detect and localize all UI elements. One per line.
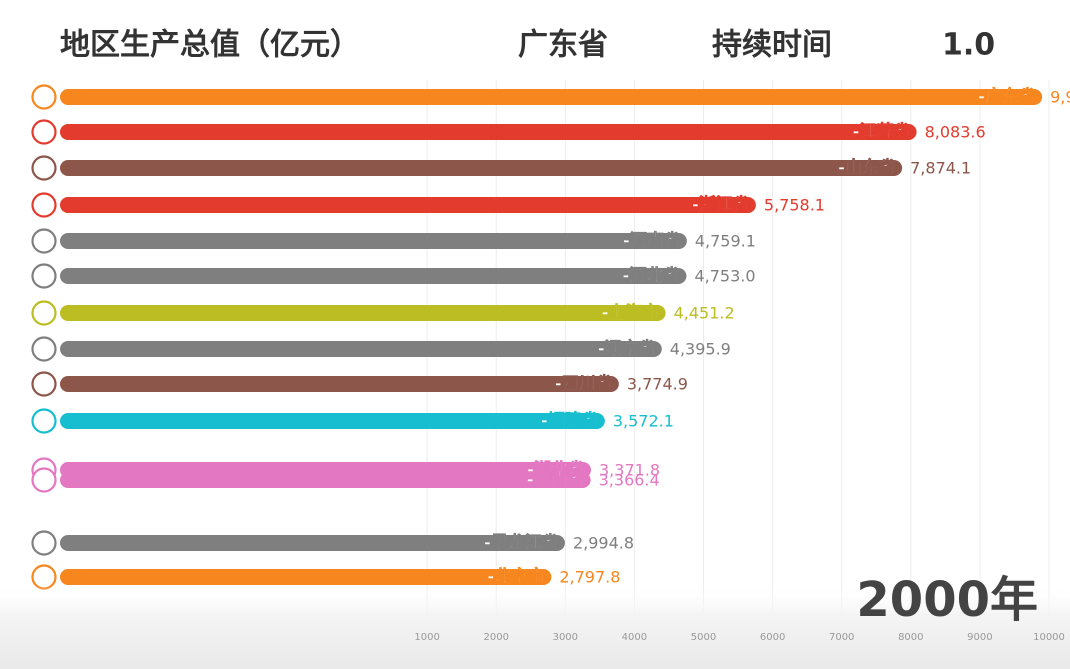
x-tick-label: 8000 (898, 632, 923, 643)
x-tick-label: 7000 (829, 632, 854, 643)
value-label: 3,371.8 (599, 461, 660, 480)
bar-marker (31, 155, 57, 181)
bar-marker (31, 467, 57, 493)
bar-row: -上海市 4,451.2 (31, 300, 735, 326)
value-label: 2,994.8 (573, 534, 634, 553)
value-label: 4,753.0 (694, 267, 755, 286)
category-label: -广东省 (978, 86, 1036, 107)
bar (60, 197, 756, 213)
bar (60, 233, 687, 249)
category-label: -辽宁省 (598, 338, 656, 359)
value-label: 4,395.9 (670, 340, 731, 359)
category-label: -河南省 (623, 230, 681, 251)
bar-row: -辽宁省 4,395.9 (31, 336, 731, 362)
category-label: -黑龙江省 (484, 532, 559, 553)
category-label: -上海市 (602, 302, 660, 323)
bar-row: -江苏省 8,083.6 (31, 119, 986, 145)
bar-row: -山东省 7,874.1 (31, 155, 971, 181)
value-label: 7,874.1 (910, 159, 971, 178)
x-tick-label: 4000 (622, 632, 647, 643)
value-label: 9,9 (1050, 88, 1070, 107)
category-label: -福建省 (541, 410, 599, 431)
region-label: 广东省 (518, 28, 608, 63)
x-tick-label: 3000 (553, 632, 578, 643)
x-tick-label: 1000 (414, 632, 439, 643)
value-label: 3,366.4 (599, 471, 660, 490)
bar (60, 160, 903, 176)
bar-row: -广东省 9,9 (31, 84, 1070, 110)
value-label: 4,451.2 (674, 304, 735, 323)
bar (60, 472, 591, 488)
bar-row: -河南省 4,759.1 (31, 228, 756, 254)
value-label: 3,572.1 (613, 412, 674, 431)
bar-marker (31, 228, 57, 254)
bar-marker (31, 84, 57, 110)
year-label: 2000年 (856, 572, 1038, 628)
x-tick-label: 2000 (483, 632, 508, 643)
bar (60, 268, 687, 284)
x-tick-label: 9000 (967, 632, 992, 643)
bar-marker (31, 408, 57, 434)
value-label: 2,797.8 (559, 568, 620, 587)
bar-row: -北京市 2,797.8 (31, 564, 620, 590)
value-label: 3,774.9 (627, 375, 688, 394)
category-label: -山东省 (838, 157, 896, 178)
x-axis: 1000 2000 3000 4000 5000 6000 7000 8000 9000 1000… (414, 632, 1065, 643)
x-tick-label: 6000 (760, 632, 785, 643)
bar (60, 89, 1043, 105)
value-label: 4,759.1 (695, 232, 756, 251)
bar (60, 376, 619, 392)
bar-marker (31, 530, 57, 556)
category-label: -浙江省 (692, 194, 750, 215)
bar-row: -浙江省 5,758.1 (31, 192, 825, 218)
chart-title: 地区生产总值（亿元） (60, 28, 360, 63)
duration-value: 1.0 (942, 28, 995, 63)
value-label: 8,083.6 (925, 123, 986, 142)
bar-row: -黑龙江省 2,994.8 (31, 530, 634, 556)
bar-marker (31, 263, 57, 289)
bar (60, 569, 552, 585)
bar-marker (31, 119, 57, 145)
bar (60, 305, 666, 321)
bar-row: -福建省 3,572.1 (31, 408, 674, 434)
category-label: -江苏省 (853, 121, 911, 142)
x-tick-label: 10000 (1033, 632, 1065, 643)
x-tick-label: 5000 (691, 632, 716, 643)
duration-label: 持续时间 (712, 28, 832, 63)
bar-marker (31, 336, 57, 362)
bars: -广东省 9,9 -江苏省 8,083.6 -山东省 7,874.1 -浙江省 5,758.1… (31, 84, 1070, 590)
bar (60, 535, 565, 551)
bottom-fade (0, 585, 1070, 669)
bar-marker (31, 192, 57, 218)
bar-marker (31, 371, 57, 397)
bar (60, 124, 917, 140)
category-label: -湖南省 (527, 469, 585, 490)
category-label: -四川省 (555, 373, 613, 394)
value-label: 5,758.1 (764, 196, 825, 215)
bar-row: -四川省 3,774.9 (31, 371, 688, 397)
category-label: -北京市 (487, 566, 545, 587)
bar-row: -湖南省 3,366.4 (31, 467, 660, 493)
category-label: -河北省 (622, 265, 680, 286)
bar-row: -河北省 4,753.0 (31, 263, 756, 289)
bar (60, 341, 662, 357)
bar (60, 413, 605, 429)
bar-marker (31, 300, 57, 326)
